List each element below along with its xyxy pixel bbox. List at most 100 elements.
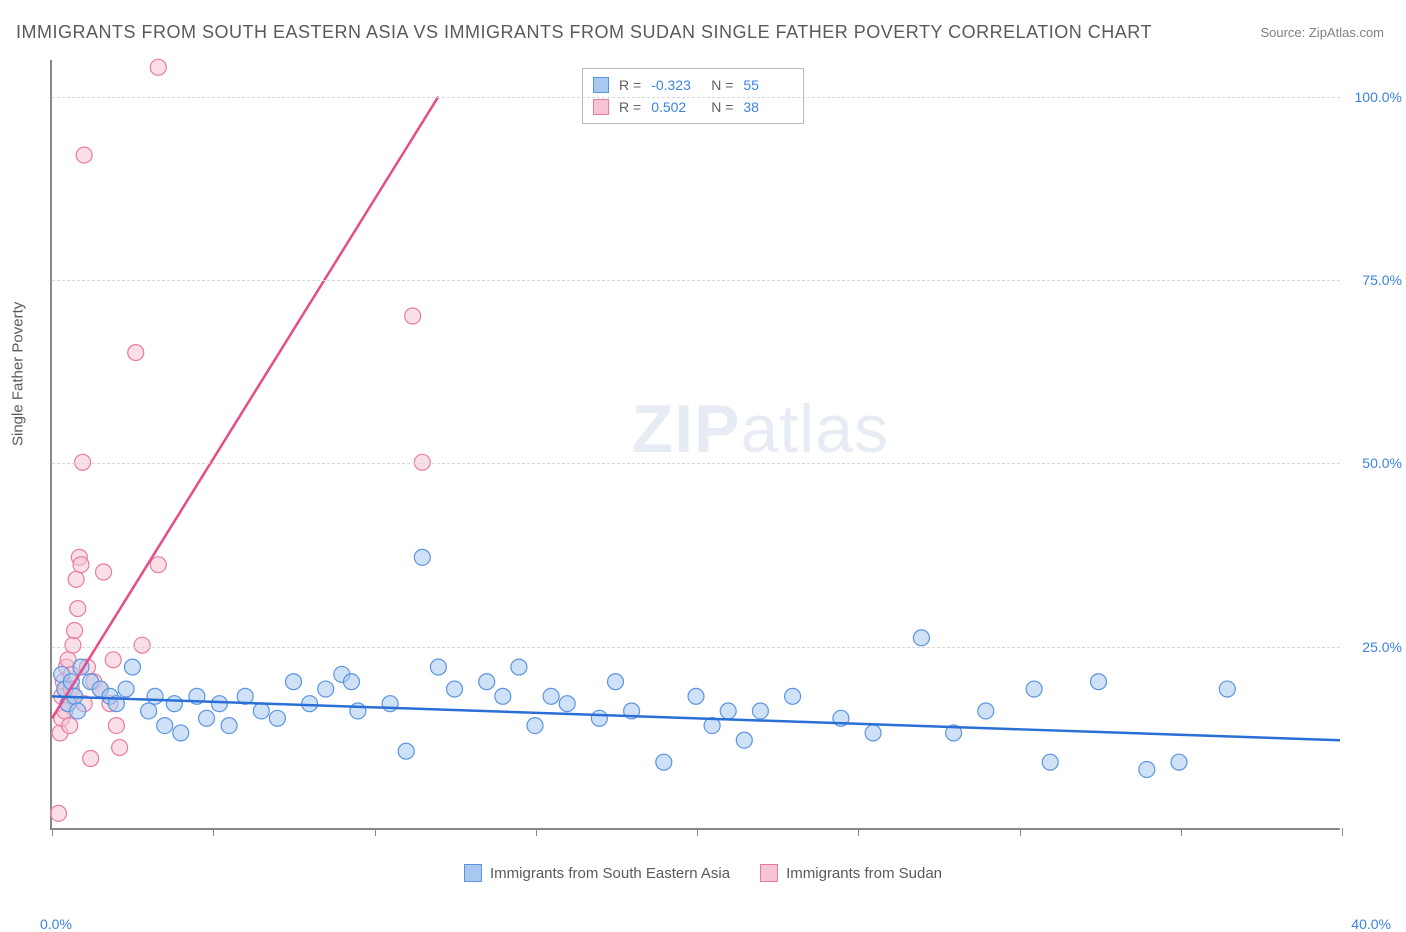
gridline bbox=[52, 463, 1340, 464]
y-tick-label: 75.0% bbox=[1362, 272, 1402, 288]
sea-point bbox=[1026, 681, 1042, 697]
sea-point bbox=[343, 674, 359, 690]
sea-point bbox=[559, 696, 575, 712]
sudan-point bbox=[414, 454, 430, 470]
sea-point bbox=[785, 688, 801, 704]
legend-item-sudan: Immigrants from Sudan bbox=[760, 864, 942, 882]
sea-point bbox=[608, 674, 624, 690]
x-max-label: 40.0% bbox=[1351, 916, 1391, 932]
y-tick-label: 25.0% bbox=[1362, 639, 1402, 655]
x-tick bbox=[213, 828, 214, 836]
gridline bbox=[52, 647, 1340, 648]
sea-point bbox=[527, 718, 543, 734]
bottom-legend: Immigrants from South Eastern Asia Immig… bbox=[464, 864, 942, 882]
sea-R-value: -0.323 bbox=[651, 77, 701, 93]
x-tick bbox=[536, 828, 537, 836]
sudan-R-value: 0.502 bbox=[651, 99, 701, 115]
sudan-point bbox=[73, 557, 89, 573]
sea-point bbox=[302, 696, 318, 712]
sea-point bbox=[118, 681, 134, 697]
sea-point bbox=[688, 688, 704, 704]
sea-point bbox=[479, 674, 495, 690]
sea-point bbox=[736, 732, 752, 748]
x-tick bbox=[1181, 828, 1182, 836]
sudan-point bbox=[112, 740, 128, 756]
sea-swatch-icon bbox=[593, 77, 609, 93]
sudan-point bbox=[128, 345, 144, 361]
x-tick bbox=[52, 828, 53, 836]
plot-svg bbox=[52, 60, 1340, 828]
sudan-point bbox=[405, 308, 421, 324]
sea-point bbox=[495, 688, 511, 704]
sudan-legend-swatch-icon bbox=[760, 864, 778, 882]
x-min-label: 0.0% bbox=[40, 916, 72, 932]
sea-point bbox=[147, 688, 163, 704]
sea-point bbox=[752, 703, 768, 719]
sudan-point bbox=[96, 564, 112, 580]
x-tick bbox=[858, 828, 859, 836]
sudan-point bbox=[105, 652, 121, 668]
sea-point bbox=[656, 754, 672, 770]
sea-point bbox=[720, 703, 736, 719]
x-tick bbox=[1020, 828, 1021, 836]
y-axis-label: Single Father Poverty bbox=[10, 302, 27, 446]
sea-point bbox=[221, 718, 237, 734]
sea-point bbox=[414, 549, 430, 565]
sea-point bbox=[125, 659, 141, 675]
sea-point bbox=[865, 725, 881, 741]
sudan-point bbox=[76, 147, 92, 163]
sea-point bbox=[1219, 681, 1235, 697]
plot-area: ZIPatlas R = -0.323 N = 55 R = 0.502 N =… bbox=[50, 60, 1340, 830]
sea-point bbox=[173, 725, 189, 741]
sea-point bbox=[166, 696, 182, 712]
sea-legend-label: Immigrants from South Eastern Asia bbox=[490, 865, 730, 882]
stats-row-sudan: R = 0.502 N = 38 bbox=[593, 96, 793, 118]
y-tick-label: 50.0% bbox=[1362, 455, 1402, 471]
sudan-point bbox=[150, 59, 166, 75]
sudan-point bbox=[67, 623, 83, 639]
y-tick-label: 100.0% bbox=[1355, 89, 1402, 105]
sea-point bbox=[199, 710, 215, 726]
sea-point bbox=[286, 674, 302, 690]
sea-point bbox=[1171, 754, 1187, 770]
source-label: Source: ZipAtlas.com bbox=[1260, 25, 1384, 40]
legend-item-sea: Immigrants from South Eastern Asia bbox=[464, 864, 730, 882]
x-tick bbox=[375, 828, 376, 836]
x-tick bbox=[1342, 828, 1343, 836]
sea-point bbox=[511, 659, 527, 675]
sudan-N-value: 38 bbox=[743, 99, 793, 115]
sea-N-value: 55 bbox=[743, 77, 793, 93]
sudan-point bbox=[70, 601, 86, 617]
sudan-point bbox=[75, 454, 91, 470]
sudan-point bbox=[150, 557, 166, 573]
gridline bbox=[52, 97, 1340, 98]
sea-point bbox=[913, 630, 929, 646]
sea-point bbox=[70, 703, 86, 719]
correlation-chart: IMMIGRANTS FROM SOUTH EASTERN ASIA VS IM… bbox=[0, 0, 1406, 892]
sea-point bbox=[211, 696, 227, 712]
stats-row-sea: R = -0.323 N = 55 bbox=[593, 74, 793, 96]
sea-point bbox=[1042, 754, 1058, 770]
sudan-swatch-icon bbox=[593, 99, 609, 115]
sea-point bbox=[447, 681, 463, 697]
sudan-point bbox=[50, 805, 66, 821]
gridline bbox=[52, 280, 1340, 281]
sea-point bbox=[157, 718, 173, 734]
sea-point bbox=[1091, 674, 1107, 690]
sea-point bbox=[543, 688, 559, 704]
sea-point bbox=[253, 703, 269, 719]
sea-point bbox=[398, 743, 414, 759]
sudan-point bbox=[83, 751, 99, 767]
sea-point bbox=[591, 710, 607, 726]
sudan-point bbox=[65, 637, 81, 653]
sudan-point bbox=[62, 718, 78, 734]
x-tick bbox=[697, 828, 698, 836]
sea-point bbox=[141, 703, 157, 719]
sudan-point bbox=[68, 571, 84, 587]
sea-legend-swatch-icon bbox=[464, 864, 482, 882]
sudan-point bbox=[108, 718, 124, 734]
sudan-regression-line bbox=[52, 97, 438, 719]
sea-point bbox=[318, 681, 334, 697]
sea-point bbox=[1139, 762, 1155, 778]
sea-point bbox=[269, 710, 285, 726]
